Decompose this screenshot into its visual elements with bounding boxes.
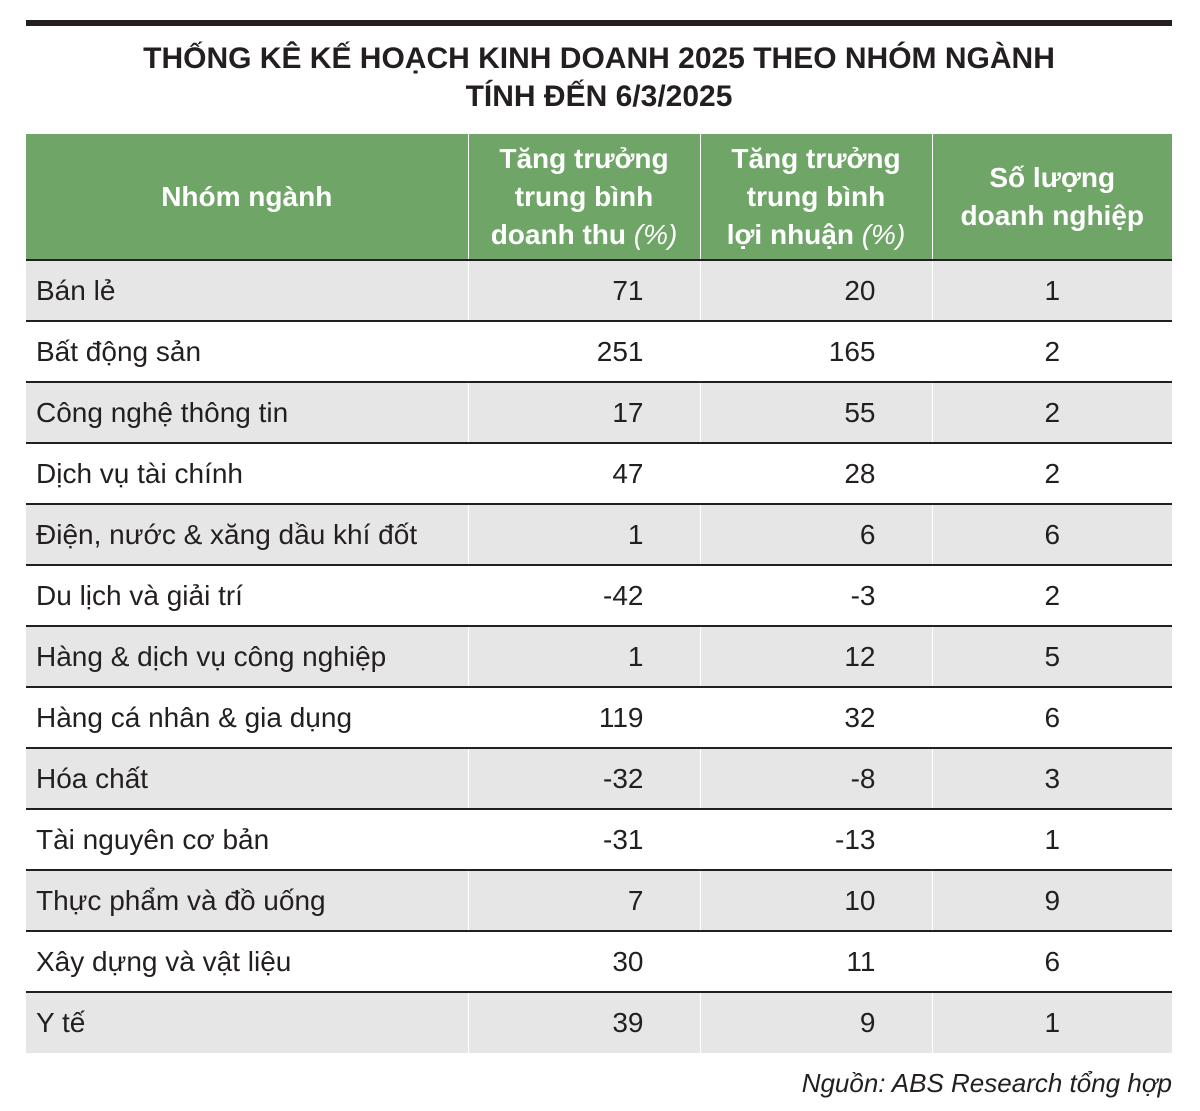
company-count-cell: 2: [931, 382, 1172, 444]
revenue-growth-cell: 71: [467, 260, 700, 322]
source-note: Nguồn: ABS Research tổng hợp: [801, 1068, 1172, 1098]
revenue-growth-cell: 47: [467, 443, 700, 505]
table-row: Bán lẻ 71 20 1: [26, 260, 1172, 322]
header-revenue-growth: Tăng trưởng trung bình doanh thu (%): [467, 134, 700, 261]
header-revenue-unit: (%): [633, 218, 678, 250]
header-count-line-2: doanh nghiệp: [960, 199, 1145, 231]
table-row: Thực phẩm và đồ uống 7 10 9: [26, 870, 1172, 932]
sector-cell: Dịch vụ tài chính: [26, 443, 468, 505]
company-count-cell: 5: [931, 626, 1172, 688]
header-profit-line-3-text: lợi nhuận: [726, 218, 854, 250]
header-profit-line-1: Tăng trưởng: [731, 142, 901, 174]
profit-growth-cell: -13: [699, 809, 932, 871]
company-count-cell: 3: [931, 748, 1172, 810]
company-count-cell: 1: [931, 809, 1172, 871]
revenue-growth-cell: 1: [467, 504, 700, 566]
table-row: Công nghệ thông tin 17 55 2: [26, 382, 1172, 444]
sector-cell: Công nghệ thông tin: [26, 382, 468, 444]
sector-cell: Bán lẻ: [26, 260, 468, 322]
sector-cell: Hàng cá nhân & gia dụng: [26, 687, 468, 749]
header-revenue-line-3: doanh thu (%): [469, 216, 700, 254]
sector-cell: Tài nguyên cơ bản: [26, 809, 468, 871]
sector-cell: Hóa chất: [26, 748, 468, 810]
header-revenue-line-2: trung bình: [514, 180, 654, 212]
profit-growth-cell: 20: [699, 260, 932, 322]
table-row: Du lịch và giải trí -42 -3 2: [26, 565, 1172, 627]
table-row: Hóa chất -32 -8 3: [26, 748, 1172, 810]
table-row: Tài nguyên cơ bản -31 -13 1: [26, 809, 1172, 871]
sector-cell: Xây dựng và vật liệu: [26, 931, 468, 993]
table-body: Bán lẻ 71 20 1 Bất động sản 251 165 2 Công nghệ …: [26, 260, 1172, 1053]
company-count-cell: 1: [931, 992, 1172, 1053]
profit-growth-cell: 32: [699, 687, 932, 749]
table-row: Hàng & dịch vụ công nghiệp 1 12 5: [26, 626, 1172, 688]
sector-cell: Hàng & dịch vụ công nghiệp: [26, 626, 468, 688]
profit-growth-cell: -3: [699, 565, 932, 627]
revenue-growth-cell: 30: [467, 931, 700, 993]
revenue-growth-cell: -32: [467, 748, 700, 810]
header-revenue-line-3-text: doanh thu: [490, 218, 626, 250]
table-row: Hàng cá nhân & gia dụng 119 32 6: [26, 687, 1172, 749]
company-count-cell: 2: [931, 565, 1172, 627]
table-row: Xây dựng và vật liệu 30 11 6: [26, 931, 1172, 993]
company-count-cell: 6: [931, 504, 1172, 566]
profit-growth-cell: 9: [699, 992, 932, 1053]
sector-cell: Thực phẩm và đồ uống: [26, 870, 468, 932]
revenue-growth-cell: 1: [467, 626, 700, 688]
revenue-growth-cell: -31: [467, 809, 700, 871]
table-row: Điện, nước & xăng dầu khí đốt 1 6 6: [26, 504, 1172, 566]
revenue-growth-cell: -42: [467, 565, 700, 627]
sector-cell: Điện, nước & xăng dầu khí đốt: [26, 504, 468, 566]
profit-growth-cell: 165: [699, 321, 932, 383]
revenue-growth-cell: 7: [467, 870, 700, 932]
profit-growth-cell: 28: [699, 443, 932, 505]
sector-cell: Y tế: [26, 992, 468, 1053]
profit-growth-cell: 10: [699, 870, 932, 932]
profit-growth-cell: 55: [699, 382, 932, 444]
company-count-cell: 2: [931, 443, 1172, 505]
revenue-growth-cell: 119: [467, 687, 700, 749]
revenue-growth-cell: 251: [467, 321, 700, 383]
revenue-growth-cell: 17: [467, 382, 700, 444]
profit-growth-cell: 6: [699, 504, 932, 566]
header-revenue-line-1: Tăng trưởng: [499, 142, 669, 174]
header-profit-line-2: trung bình: [746, 180, 886, 212]
profit-growth-cell: 12: [699, 626, 932, 688]
company-count-cell: 9: [931, 870, 1172, 932]
revenue-growth-cell: 39: [467, 992, 700, 1053]
top-rule: [26, 20, 1172, 26]
header-profit-growth: Tăng trưởng trung bình lợi nhuận (%): [699, 134, 932, 261]
header-count-line-1: Số lượng: [989, 161, 1116, 193]
header-row: Nhóm ngành Tăng trưởng trung bình doanh …: [26, 134, 1172, 261]
stats-table: Nhóm ngành Tăng trưởng trung bình doanh …: [26, 134, 1172, 1053]
header-profit-unit: (%): [861, 218, 906, 250]
table-row: Dịch vụ tài chính 47 28 2: [26, 443, 1172, 505]
header-company-count: Số lượng doanh nghiệp: [931, 134, 1172, 261]
profit-growth-cell: 11: [699, 931, 932, 993]
header-profit-line-3: lợi nhuận (%): [701, 216, 932, 254]
title-line-1: THỐNG KÊ KẾ HOẠCH KINH DOANH 2025 THEO N…: [143, 42, 1055, 75]
company-count-cell: 1: [931, 260, 1172, 322]
profit-growth-cell: -8: [699, 748, 932, 810]
table-row: Y tế 39 9 1: [26, 992, 1172, 1053]
company-count-cell: 6: [931, 931, 1172, 993]
company-count-cell: 6: [931, 687, 1172, 749]
table-row: Bất động sản 251 165 2: [26, 321, 1172, 383]
table-title: THỐNG KÊ KẾ HOẠCH KINH DOANH 2025 THEO N…: [26, 40, 1172, 116]
sector-cell: Du lịch và giải trí: [26, 565, 468, 627]
sector-cell: Bất động sản: [26, 321, 468, 383]
company-count-cell: 2: [931, 321, 1172, 383]
title-line-2: TÍNH ĐẾN 6/3/2025: [465, 80, 733, 113]
header-sector: Nhóm ngành: [26, 134, 468, 261]
header-sector-label: Nhóm ngành: [161, 180, 333, 212]
